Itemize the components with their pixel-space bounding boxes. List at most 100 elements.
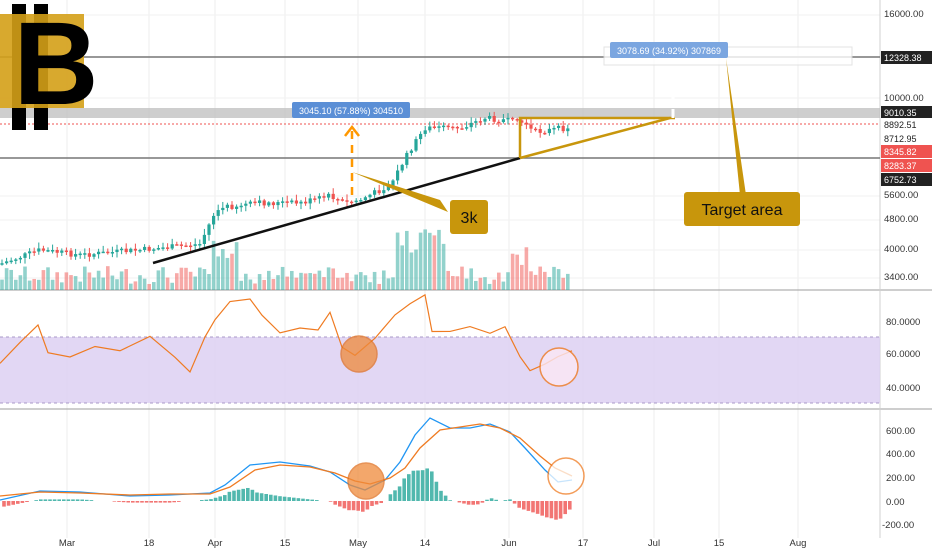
candle-body bbox=[202, 234, 206, 245]
candle-body bbox=[64, 250, 68, 253]
volume-bar bbox=[552, 266, 556, 290]
measure-label-right-text: 3078.69 (34.92%) 307869 bbox=[617, 46, 721, 56]
macd-histogram-bar bbox=[462, 501, 466, 504]
volume-bar bbox=[372, 271, 377, 290]
volume-bar bbox=[23, 266, 27, 290]
macd-histogram-bar bbox=[476, 501, 480, 505]
volume-bar bbox=[50, 279, 55, 290]
macd-histogram-bar bbox=[554, 501, 558, 520]
volume-bar bbox=[290, 270, 294, 290]
macd-histogram-bar bbox=[204, 499, 209, 501]
candle-body bbox=[322, 196, 326, 198]
volume-bar bbox=[483, 277, 487, 290]
volume-bar bbox=[69, 275, 73, 290]
candle-body bbox=[543, 132, 547, 135]
candle-body bbox=[156, 248, 160, 250]
callout-3k-pointer bbox=[352, 172, 448, 212]
candle-body bbox=[14, 259, 18, 261]
macd-histogram-bar bbox=[140, 501, 144, 503]
macd-histogram-bar bbox=[333, 501, 337, 505]
bitcoin-logo: B bbox=[0, 0, 99, 130]
level-badge bbox=[881, 106, 932, 119]
candle-body bbox=[258, 200, 262, 203]
volume-bar bbox=[87, 272, 92, 290]
macd-histogram-bar bbox=[75, 499, 80, 501]
candle-body bbox=[9, 260, 13, 263]
macd-histogram-bar bbox=[39, 499, 43, 501]
level-badge bbox=[881, 159, 932, 172]
volume-bar bbox=[110, 275, 115, 290]
volume-bar bbox=[354, 274, 358, 290]
macd-histogram-bar bbox=[80, 499, 84, 501]
time-tick: Mar bbox=[59, 538, 75, 549]
level-badge-text: 8712.95 bbox=[884, 134, 917, 144]
macd-histogram-bar bbox=[121, 501, 126, 503]
candle-body bbox=[557, 125, 561, 128]
macd-histogram-bar bbox=[273, 495, 278, 501]
macd-histogram-bar bbox=[255, 492, 259, 501]
candle-body bbox=[276, 202, 280, 206]
macd-histogram-bar bbox=[223, 495, 227, 501]
macd-histogram-bar bbox=[43, 499, 48, 501]
candle-body bbox=[0, 263, 4, 265]
macd-histogram-bar bbox=[158, 501, 163, 503]
candle-body bbox=[345, 200, 349, 202]
macd-histogram-bar bbox=[177, 501, 181, 502]
volume-bar bbox=[303, 273, 308, 290]
macd-histogram-bar bbox=[34, 500, 38, 501]
level-badge bbox=[881, 173, 932, 186]
macd-histogram-bar bbox=[379, 501, 383, 504]
macd-histogram-bar bbox=[531, 501, 535, 513]
candle-body bbox=[175, 244, 179, 246]
macd-histogram-bar bbox=[361, 501, 365, 512]
candle-body bbox=[267, 202, 271, 206]
price-tick: 5600.00 bbox=[884, 190, 918, 201]
volume-bar bbox=[27, 280, 32, 290]
volume-bar bbox=[331, 268, 335, 290]
candle-body bbox=[120, 248, 124, 251]
candle-body bbox=[101, 251, 105, 254]
candle-body bbox=[28, 251, 32, 254]
volume-bar bbox=[510, 253, 515, 290]
volume-bar bbox=[349, 281, 354, 290]
level-badge-text: 12328.38 bbox=[884, 53, 922, 63]
volume-bar bbox=[101, 277, 105, 290]
volume-bar bbox=[73, 276, 78, 290]
candle-body bbox=[524, 122, 528, 125]
candle-body bbox=[474, 121, 478, 123]
time-tick: Jul bbox=[648, 538, 660, 549]
candle-body bbox=[18, 257, 22, 260]
macd-histogram-bar bbox=[388, 494, 393, 501]
volume-bar bbox=[561, 277, 565, 290]
macd-histogram-bar bbox=[485, 499, 489, 501]
candle-body bbox=[428, 126, 432, 131]
macd-histogram-bar bbox=[172, 501, 176, 503]
volume-bar bbox=[455, 276, 460, 290]
candle-body bbox=[350, 201, 354, 204]
volume-bar bbox=[538, 266, 542, 290]
macd-histogram-bar bbox=[227, 491, 232, 501]
volume-bar bbox=[221, 249, 225, 290]
volume-bar bbox=[142, 278, 147, 290]
macd-histogram-bar bbox=[443, 495, 448, 501]
macd-histogram-bar bbox=[200, 500, 204, 501]
volume-bar bbox=[129, 283, 133, 290]
macd-histogram-bar bbox=[163, 501, 167, 503]
volume-bar bbox=[230, 253, 234, 290]
macd-histogram-bar bbox=[11, 501, 15, 505]
callout-target-text: Target area bbox=[702, 202, 783, 219]
candle-body bbox=[78, 253, 82, 256]
macd-histogram-bar bbox=[434, 481, 439, 501]
volume-bar bbox=[4, 268, 9, 290]
volume-bar bbox=[428, 232, 432, 290]
price-axis: 16000.00 10000.00 5600.00 4800.00 4000.0… bbox=[881, 9, 932, 283]
rsi-axis: 80.0000 60.0000 40.0000 bbox=[886, 317, 920, 394]
volume-bar bbox=[529, 271, 533, 290]
candle-body bbox=[69, 250, 73, 257]
level-badge-text: 8345.82 bbox=[884, 147, 917, 157]
volume-bar bbox=[359, 272, 363, 290]
macd-highlight-circle-2 bbox=[547, 457, 585, 495]
candle-body bbox=[520, 120, 524, 123]
macd-histogram-bar bbox=[568, 501, 572, 510]
volume-bar bbox=[285, 276, 289, 290]
